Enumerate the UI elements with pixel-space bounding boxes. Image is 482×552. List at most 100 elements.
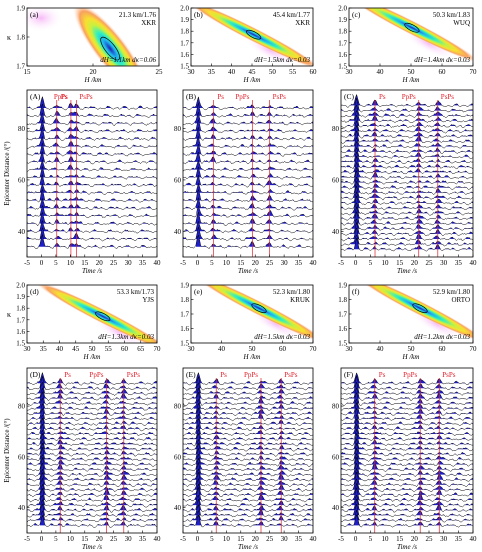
trace-positive-fill [31, 151, 155, 162]
heatmap-confidence-contour [95, 311, 111, 322]
waveform-x-tick-label: 15 [237, 535, 245, 543]
trace-positive-fill [345, 105, 473, 116]
trace-positive-fill [27, 463, 157, 475]
receiver-function-trace [27, 471, 157, 487]
waveform-x-tick-label: 10 [67, 535, 75, 543]
waveform-x-axis-label: Time /s [397, 543, 417, 551]
receiver-function-trace [341, 180, 473, 195]
heatmap-y-tick-label: 1.8 [180, 296, 189, 304]
receiver-function-trace [27, 397, 157, 411]
receiver-function-trace [183, 127, 313, 142]
receiver-function-trace [183, 407, 313, 422]
heatmap-y-tick-label: 1.7 [16, 316, 25, 324]
receiver-function-trace [183, 487, 313, 503]
receiver-function-trace [27, 95, 157, 111]
receiver-function-trace [183, 447, 313, 462]
receiver-function-trace [183, 96, 313, 111]
waveform-y-tick-label: 40 [332, 504, 340, 512]
heatmap-y-tick-label: 1.8 [16, 34, 25, 42]
waveform-x-tick-label: 40 [310, 259, 318, 267]
heatmap-panel-e: 30 40 50 60 70 1.5 1.6 1.7 1.8 1.9 (e) 52.3 km/1.80… [180, 282, 317, 362]
trace-positive-fill [183, 103, 313, 116]
receiver-function-trace [183, 402, 313, 417]
waveform-content [183, 96, 313, 250]
waveform-x-axis-label: Time /s [397, 267, 417, 275]
heatmap-x-tick-label: 45 [72, 345, 80, 353]
trace-positive-fill [27, 376, 156, 389]
waveform-x-tick-label: 5 [54, 535, 58, 543]
trace-positive-fill [344, 399, 473, 409]
waveform-x-tick-label: 20 [96, 259, 104, 267]
waveform-panel-F: Ps PpPs PsPs -5 0 5 10 15 20 25 30 35 40 40 60 80 (F) Tim… [332, 367, 477, 551]
waveform-x-axis-label: Time /s [238, 543, 258, 551]
heatmap-x-tick-label: 30 [188, 345, 196, 353]
receiver-function-trace [183, 438, 313, 452]
receiver-function-trace [27, 407, 157, 421]
trace-positive-fill [27, 112, 157, 124]
trace-positive-fill [341, 418, 472, 429]
receiver-function-trace [27, 103, 157, 119]
trace-positive-fill [30, 510, 157, 521]
waveform-x-axis-label: Time /s [238, 267, 258, 275]
waveform-x-tick-label: 5 [210, 535, 214, 543]
heatmap-result-label: 50.3 km/1.83 [433, 11, 471, 19]
waveform-y-tick-label: 40 [174, 228, 182, 236]
receiver-function-trace [341, 151, 473, 165]
trace-positive-fill [187, 495, 313, 506]
waveform-y-tick-label: 60 [18, 453, 26, 461]
trace-positive-fill [28, 220, 157, 232]
trace-positive-fill [27, 391, 157, 404]
receiver-function-trace [27, 447, 157, 462]
heatmap-station-label: ORTO [451, 296, 470, 304]
heatmap-y-tick-label: 1.5 [180, 340, 189, 348]
receiver-function-trace [183, 428, 313, 442]
heatmap-x-tick-label: 30 [24, 345, 32, 353]
receiver-function-trace [341, 119, 473, 134]
trace-positive-fill [31, 423, 154, 434]
receiver-function-trace [27, 174, 157, 188]
waveform-x-tick-label: 25 [266, 259, 274, 267]
heatmap-x-tick-label: 50 [408, 345, 416, 353]
phase-label-ppps: PpPs [244, 371, 258, 379]
heatmap-x-tick-label: 70 [470, 345, 478, 353]
receiver-function-trace [183, 483, 313, 498]
waveform-x-tick-label: 35 [455, 259, 463, 267]
waveform-x-tick-label: -5 [24, 535, 30, 543]
waveform-x-tick-label: 5 [54, 259, 58, 267]
waveform-y-tick-label: 80 [18, 125, 26, 133]
heatmap-x-tick-label: 40 [377, 345, 385, 353]
heatmap-y-tick-label: 1.6 [16, 328, 25, 336]
heatmap-result-label: 53.3 km/1.73 [117, 288, 155, 296]
receiver-function-trace [27, 211, 157, 227]
receiver-function-trace [27, 182, 157, 195]
waveform-x-tick-label: 20 [252, 535, 260, 543]
heatmap-y-tick-label: 1.5 [338, 340, 347, 348]
receiver-function-trace [341, 407, 473, 421]
waveform-x-tick-label: 30 [440, 535, 448, 543]
heatmap-uncertainty-label: dH=1.5km dκ=0.03 [254, 56, 310, 64]
heatmap-x-axis-label: H /km [243, 76, 261, 84]
receiver-function-trace [341, 93, 473, 108]
waveform-y-tick-label: 60 [174, 176, 182, 184]
receiver-function-trace [183, 467, 313, 482]
trace-positive-fill [183, 119, 313, 132]
receiver-function-trace [27, 494, 157, 508]
trace-positive-fill [183, 372, 313, 384]
heatmap-result-label: 52.3 km/1.80 [273, 288, 311, 296]
trace-positive-fill [27, 372, 157, 384]
waveform-y-tick-label: 40 [18, 228, 26, 236]
receiver-function-trace [27, 126, 157, 141]
receiver-function-trace [27, 457, 157, 472]
receiver-function-trace [27, 219, 157, 234]
waveform-x-tick-label: 30 [281, 259, 289, 267]
waveform-x-tick-label: 25 [110, 259, 118, 267]
waveform-x-tick-label: 35 [295, 535, 303, 543]
waveform-y-tick-label: 80 [18, 403, 26, 411]
trace-positive-fill [342, 152, 473, 162]
heatmap-x-tick-label: 35 [40, 345, 48, 353]
receiver-function-trace [341, 218, 473, 231]
trace-positive-fill [341, 185, 473, 198]
trace-positive-fill [27, 104, 157, 116]
heatmap-x-tick-label: 15 [24, 68, 32, 76]
heatmap-station-label: KRUK [290, 296, 310, 304]
